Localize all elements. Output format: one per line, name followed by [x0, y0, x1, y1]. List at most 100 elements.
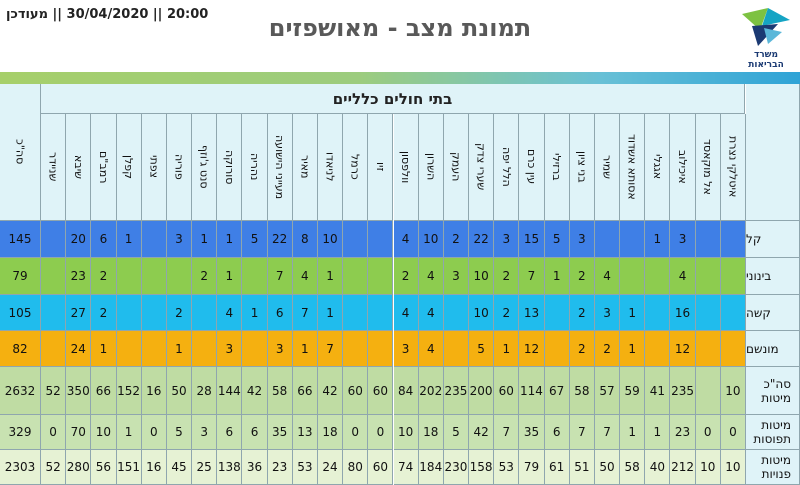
table-cell: 5	[469, 331, 495, 367]
table-cell: 1	[620, 331, 646, 367]
table-cell: 7	[519, 258, 545, 295]
hospital-name: הלל יפה	[499, 147, 513, 187]
table-cell: 1	[544, 258, 570, 295]
hospital-header: סורוקה	[217, 114, 243, 221]
table-cell: 60	[343, 367, 369, 415]
table-cell: 7	[317, 331, 344, 367]
hospital-name: זיו	[373, 162, 387, 172]
table-cell: 66	[91, 367, 117, 415]
table-cell: 2	[166, 295, 193, 331]
table-cell: 3	[393, 331, 419, 367]
table-cell: 6	[217, 415, 243, 450]
table-cell: 3	[217, 331, 243, 367]
hospital-name: סורוקה	[222, 149, 236, 185]
row-label: מיטות תפוסות	[746, 415, 800, 450]
table-cell: 7	[494, 415, 520, 450]
table-cell: 235	[443, 367, 470, 415]
table-cell: 0	[368, 415, 394, 450]
table-cell: 23	[267, 450, 293, 485]
row-total-cell: 105	[0, 295, 41, 331]
table-cell: 230	[443, 450, 470, 485]
hospital-name: איכילוב	[676, 150, 690, 184]
table-cell: 5	[242, 221, 268, 258]
table-cell: 10	[720, 450, 746, 485]
table-cell: 2	[569, 258, 595, 295]
table-cell: 53	[494, 450, 520, 485]
table-cell	[695, 331, 721, 367]
table-cell	[343, 221, 369, 258]
table-cell: 4	[292, 258, 318, 295]
table-cell: 7	[267, 258, 293, 295]
table-cell	[116, 331, 142, 367]
table-cell: 2	[443, 221, 470, 258]
table-cell: 202	[418, 367, 444, 415]
table-cell: 4	[217, 295, 243, 331]
hospital-name: נהריה	[248, 153, 261, 181]
table-cell: 0	[141, 415, 167, 450]
table-cell: 0	[695, 415, 721, 450]
table-cell	[443, 295, 470, 331]
row-label-header	[746, 84, 800, 221]
table-cell	[116, 295, 142, 331]
table-cell: 4	[418, 331, 444, 367]
table-cell	[695, 221, 721, 258]
table-cell	[695, 258, 721, 295]
table-cell: 42	[242, 367, 268, 415]
table-cell: 53	[292, 450, 318, 485]
table-cell	[141, 331, 167, 367]
table-cell: 151	[116, 450, 142, 485]
hospital-header: איכילוב	[670, 114, 696, 221]
hospital-header: צפתי	[141, 114, 167, 221]
table-cell: 6	[91, 221, 117, 258]
table-cell: 1	[116, 415, 142, 450]
hospital-name: צפתי	[147, 155, 161, 179]
table-cell	[343, 295, 369, 331]
table-cell: 20	[66, 221, 92, 258]
table-cell: 1	[317, 258, 344, 295]
table-cell	[620, 258, 646, 295]
hospital-header: קפלן	[116, 114, 142, 221]
row-label: קל	[746, 221, 800, 258]
table-cell: 70	[66, 415, 92, 450]
table-cell: 158	[469, 450, 495, 485]
table-cell	[645, 331, 671, 367]
table-cell: 2	[494, 258, 520, 295]
table-cell: 80	[343, 450, 369, 485]
hospital-header: מעייני הישועה	[267, 114, 293, 221]
hospital-header: מאיר	[292, 114, 318, 221]
table-cell: 24	[317, 450, 344, 485]
table-cell: 0	[720, 415, 746, 450]
hospital-header: רמב"ם	[91, 114, 117, 221]
table-cell	[41, 331, 67, 367]
table-cell: 1	[217, 258, 243, 295]
table-cell: 60	[494, 367, 520, 415]
hospital-name: רמב"ם	[96, 150, 110, 184]
hospital-name: פוריה	[172, 154, 186, 180]
table-cell	[343, 331, 369, 367]
table-cell: 1	[645, 221, 671, 258]
logo-text: משרד הבריאות	[738, 50, 794, 70]
table-cell: 200	[469, 367, 495, 415]
table-cell: 84	[393, 367, 419, 415]
table-cell	[192, 295, 218, 331]
table-cell: 58	[569, 367, 595, 415]
table-cell	[645, 295, 671, 331]
table-cell: 1	[116, 221, 142, 258]
table-cell: 3	[494, 221, 520, 258]
table-cell: 41	[645, 367, 671, 415]
table-cell: 13	[292, 415, 318, 450]
table-cell: 138	[217, 450, 243, 485]
hospital-name: ברזילי	[550, 153, 564, 181]
table-cell: 35	[519, 415, 545, 450]
table-cell: 36	[242, 450, 268, 485]
table-cell: 1	[620, 295, 646, 331]
table-cell: 1	[242, 295, 268, 331]
section-title: בתי חולים כלליים	[41, 84, 745, 114]
hospital-header: וולפסון	[393, 114, 419, 221]
table-cell	[695, 367, 721, 415]
hospital-name: כרמל	[348, 154, 362, 180]
table-cell: 22	[267, 221, 293, 258]
table-cell: 3	[166, 221, 193, 258]
logo-text-line-1: משרד	[753, 50, 779, 60]
table-cell: 24	[66, 331, 92, 367]
